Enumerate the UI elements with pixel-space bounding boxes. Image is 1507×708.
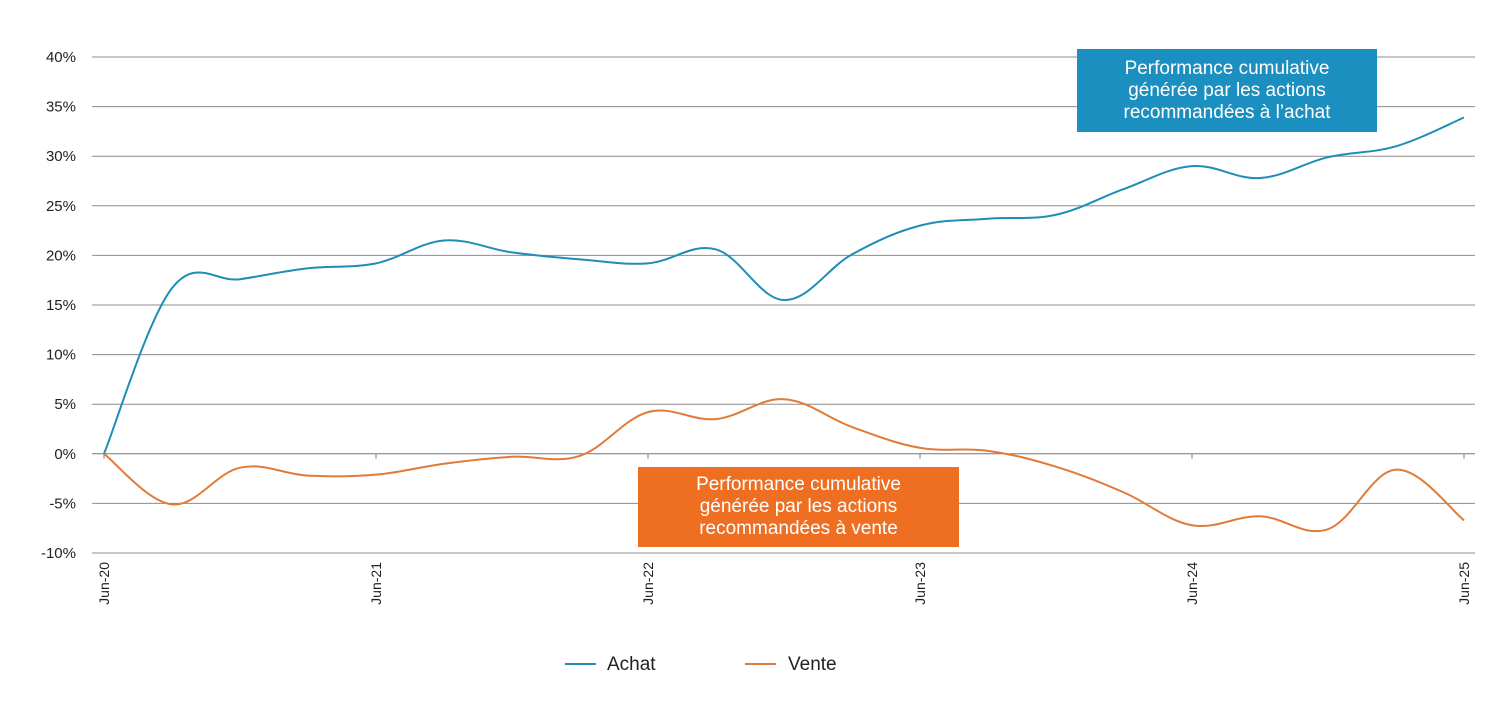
y-tick-label: 5% <box>54 396 76 413</box>
x-axis-tick-labels: Jun-20 Jun-21 Jun-22 Jun-23 Jun-24 Jun-25 <box>96 453 1472 605</box>
grid-layer <box>92 56 1475 554</box>
y-tick-label: 30% <box>46 148 76 165</box>
y-tick-label: 40% <box>46 49 76 66</box>
y-tick-label: -5% <box>49 495 76 512</box>
annotation-achat-text: Performance cumulative générée par les a… <box>1123 57 1331 123</box>
legend: Achat Vente <box>565 654 837 675</box>
series-layer <box>103 116 1465 533</box>
y-tick-label: 20% <box>46 247 76 264</box>
series-line-vente <box>103 398 1465 533</box>
x-tick-label: Jun-20 <box>96 562 112 605</box>
y-axis-tick-labels: 40% 35% 30% 25% 20% 15% 10% 5% 0% -5% -10% <box>41 49 76 562</box>
annotation-vente-text: Performance cumulative générée par les a… <box>696 474 901 539</box>
annotation-achat-callout: Performance cumulative générée par les a… <box>1077 49 1377 132</box>
legend-label-achat: Achat <box>607 654 656 675</box>
x-tick-label: Jun-23 <box>912 562 928 605</box>
y-tick-label: 15% <box>46 297 76 314</box>
y-tick-label: -10% <box>41 545 76 562</box>
series-line-achat <box>103 116 1465 455</box>
x-tick-label: Jun-22 <box>640 562 656 605</box>
x-tick-label: Jun-25 <box>1456 562 1472 605</box>
annotation-vente-callout: Performance cumulative générée par les a… <box>638 467 959 547</box>
legend-label-vente: Vente <box>788 654 837 675</box>
y-tick-label: 35% <box>46 99 76 116</box>
y-tick-label: 0% <box>54 446 76 463</box>
x-tick-label: Jun-24 <box>1184 562 1200 605</box>
y-tick-label: 25% <box>46 198 76 215</box>
y-tick-label: 10% <box>46 347 76 364</box>
x-tick-label: Jun-21 <box>368 562 384 605</box>
